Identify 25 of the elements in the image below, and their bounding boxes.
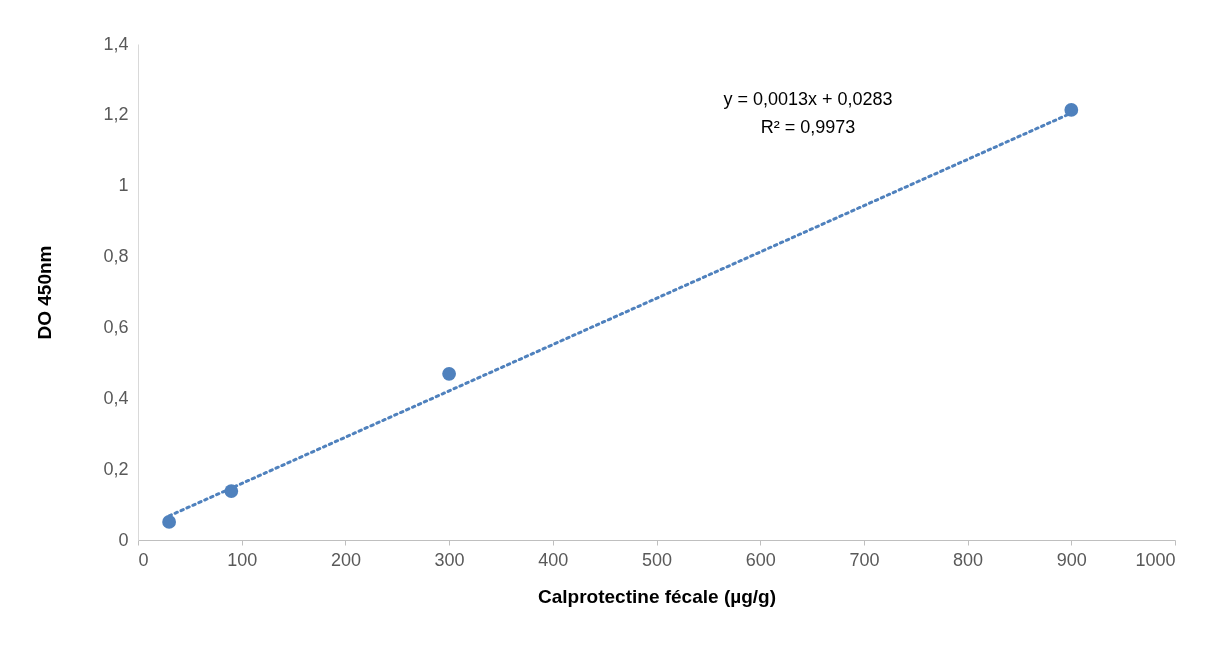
x-tick-label: 100 <box>227 549 258 570</box>
x-tick-label: 1000 <box>1135 549 1176 570</box>
x-tick-label: 500 <box>641 549 673 570</box>
point <box>162 515 176 529</box>
annotation: R² = 0,9973 <box>760 117 856 137</box>
x-tick-label: 0 <box>138 549 149 570</box>
y-tick-label: 1,2 <box>103 104 129 125</box>
y-tick-label: 0,6 <box>103 316 129 337</box>
y-tick-label: 0 <box>118 529 129 550</box>
y-tick-label: 0,4 <box>103 387 129 408</box>
annotation: y = 0,0013x + 0,0283 <box>723 89 893 109</box>
y-tick-label: 1,4 <box>103 33 129 54</box>
x-tick-label: 900 <box>1056 549 1087 570</box>
y-tick-label: 1 <box>118 175 129 196</box>
x-axis-title: Calprotectine fécale (µg/g) <box>538 585 776 607</box>
x-tick-label: 400 <box>538 549 569 570</box>
y-tick-label: 0,8 <box>103 246 129 267</box>
point <box>442 366 456 381</box>
x-tick-label: 600 <box>745 549 776 570</box>
x-tick-label: 800 <box>953 549 984 570</box>
y-axis-title: DO 450nm <box>34 245 56 340</box>
x-tick-label: 200 <box>330 549 361 570</box>
x-tick-label: 300 <box>434 549 465 570</box>
x-tick-label: 700 <box>849 549 880 570</box>
y-tick-label: 0,2 <box>103 458 129 479</box>
